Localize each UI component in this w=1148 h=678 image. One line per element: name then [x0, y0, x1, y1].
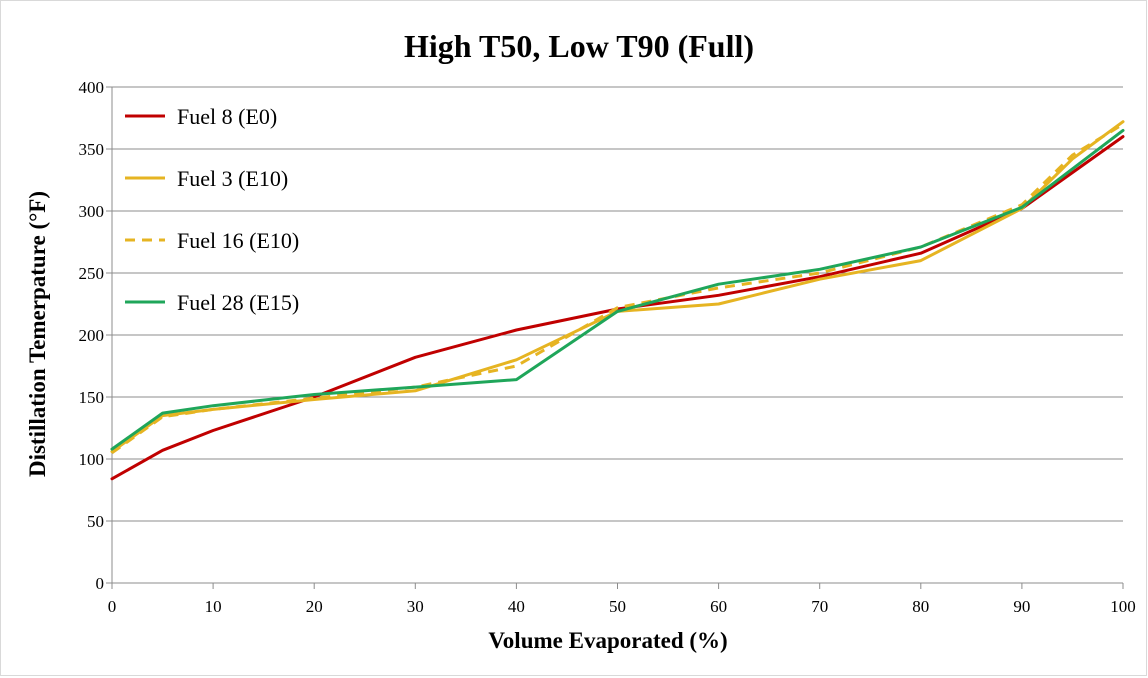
- x-tick-label: 50: [609, 597, 626, 616]
- x-tick-label: 30: [407, 597, 424, 616]
- legend-label-3: Fuel 16 (E10): [177, 228, 299, 253]
- axes: [106, 86, 1124, 589]
- y-tick-label: 300: [79, 202, 105, 221]
- y-tick-label: 250: [79, 264, 105, 283]
- series-line-3: [111, 122, 1124, 455]
- y-tick-label: 100: [79, 450, 105, 469]
- y-tick-label: 150: [79, 388, 105, 407]
- y-tick-label: 0: [96, 574, 105, 593]
- legend-label-2: Fuel 3 (E10): [177, 166, 288, 191]
- y-tick-labels: 0 50 100 150 200 250 300 350 400: [79, 78, 105, 593]
- y-tick-label: 200: [79, 326, 105, 345]
- x-tick-label: 100: [1110, 597, 1136, 616]
- y-tick-label: 350: [79, 140, 105, 159]
- legend: Fuel 8 (E0) Fuel 3 (E10) Fuel 16 (E10) Fuel…: [125, 104, 299, 315]
- x-tick-label: 0: [108, 597, 117, 616]
- x-axis-title: Volume Evaporated (%): [488, 628, 727, 653]
- x-tick-label: 10: [205, 597, 222, 616]
- y-tick-label: 50: [87, 512, 104, 531]
- chart-title: High T50, Low T90 (Full): [404, 28, 754, 64]
- legend-label-4: Fuel 28 (E15): [177, 290, 299, 315]
- series-lines: [110, 120, 1125, 481]
- y-axis-title: Distillation Temerpature (°F): [25, 191, 50, 477]
- x-tick-label: 70: [811, 597, 828, 616]
- x-tick-label: 80: [912, 597, 929, 616]
- x-tick-label: 40: [508, 597, 525, 616]
- series-line-1: [110, 135, 1125, 481]
- x-tick-label: 90: [1013, 597, 1030, 616]
- x-tick-label: 20: [306, 597, 323, 616]
- series-line-4: [110, 128, 1125, 451]
- y-tick-label: 400: [79, 78, 105, 97]
- x-tick-labels: 0 10 20 30 40 50 60 70 80 90 100: [108, 597, 1136, 616]
- legend-label-1: Fuel 8 (E0): [177, 104, 277, 129]
- x-tick-label: 60: [710, 597, 727, 616]
